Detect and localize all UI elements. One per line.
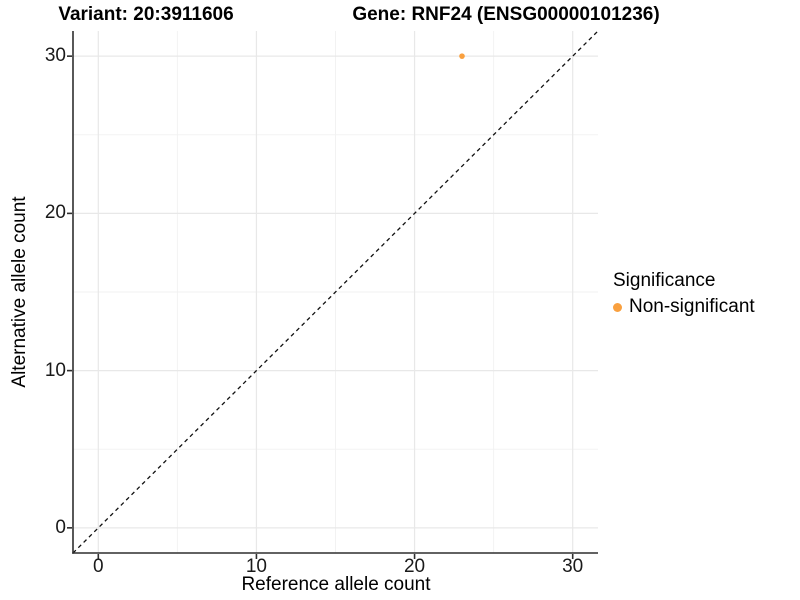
y-tick-label: 10	[44, 359, 66, 381]
x-tick-label: 10	[245, 556, 267, 577]
y-tick-label: 0	[55, 516, 66, 538]
y-axis-title: Alternative allele count	[9, 196, 30, 388]
x-tick-label: 0	[93, 556, 104, 577]
legend: Significance Non-significant	[613, 269, 755, 318]
legend-title: Significance	[613, 270, 716, 291]
legend-item-non-significant: Non-significant	[613, 296, 755, 318]
y-tick-label: 20	[44, 202, 66, 224]
legend-item-label: Non-significant	[629, 296, 755, 317]
gene-title: Gene: RNF24 (ENSG00000101236)	[352, 4, 660, 25]
data-point	[459, 53, 465, 59]
identity-line	[72, 30, 599, 554]
x-axis-title: Reference allele count	[241, 574, 431, 595]
x-tick-label: 20	[403, 556, 426, 577]
y-tick-label: 30	[44, 45, 66, 67]
legend-point-icon	[613, 302, 622, 312]
variant-title: Variant: 20:3911606	[58, 4, 234, 25]
x-tick-label: 30	[562, 556, 584, 577]
